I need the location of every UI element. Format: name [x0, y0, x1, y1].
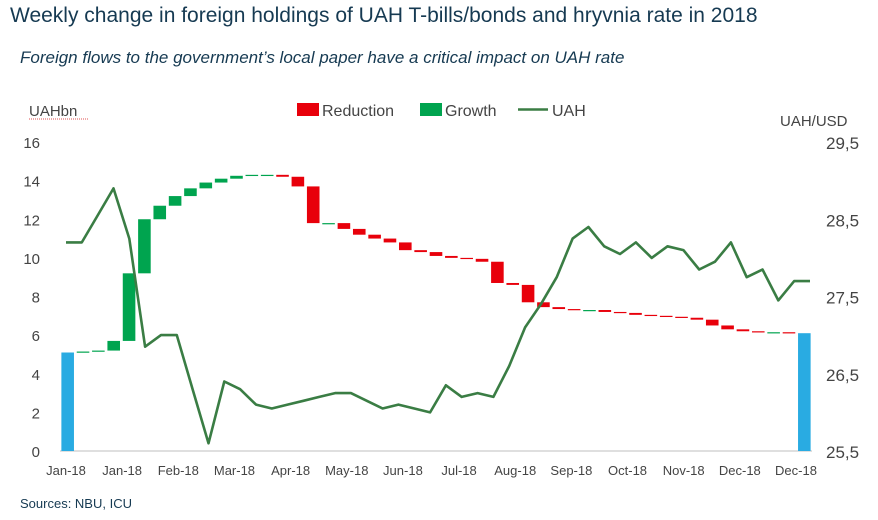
reduction-bar [690, 317, 704, 320]
x-axis: Jan-18 Jan-18 Feb-18 Mar-18 Apr-18 May-18 Jun-… [46, 450, 817, 478]
uah-line-series [66, 187, 810, 445]
legend-swatch-growth [420, 103, 442, 116]
left-tick-label: 14 [23, 174, 40, 191]
growth-bar [122, 273, 136, 341]
reduction-bar [537, 302, 550, 308]
x-tick-label: Aug-18 [494, 463, 536, 478]
legend-swatch-reduction [297, 103, 319, 116]
x-tick-label: Apr-18 [271, 463, 310, 478]
legend-label-uah: UAH [552, 103, 586, 120]
x-tick-label: Feb-18 [158, 463, 199, 478]
right-tick-label: 26,5 [826, 366, 859, 385]
reduction-bar [782, 332, 796, 334]
legend-label-reduction: Reduction [322, 103, 394, 120]
x-tick-label: Jan-18 [102, 463, 142, 478]
reduction-bar [552, 307, 566, 310]
reduction-bar [414, 250, 427, 253]
reduction-bar [383, 238, 397, 243]
left-tick-label: 6 [32, 328, 40, 345]
growth-bar [199, 182, 213, 189]
x-tick-label: Jul-18 [441, 463, 476, 478]
growth-bar [245, 174, 259, 177]
x-tick-label: Jan-18 [46, 463, 86, 478]
reduction-bar [276, 174, 289, 177]
reduction-bar [751, 331, 765, 333]
left-tick-label: 4 [32, 367, 40, 384]
reduction-bar [506, 282, 520, 285]
x-tick-label: Jun-18 [383, 463, 423, 478]
left-axis: 0 2 4 6 8 10 12 14 16 [23, 135, 40, 461]
reduction-bar [629, 312, 642, 315]
growth-bar [107, 340, 121, 351]
x-tick-label: May-18 [325, 463, 368, 478]
reduction-bar [337, 223, 351, 229]
reduction-bar [291, 176, 305, 187]
left-tick-label: 0 [32, 444, 40, 461]
legend: Reduction Growth UAH [297, 103, 586, 120]
growth-bar [230, 175, 243, 179]
growth-bar [153, 205, 167, 220]
x-tick-label: Nov-18 [663, 463, 705, 478]
growth-bar [260, 174, 274, 177]
uah-line [66, 187, 810, 445]
reduction-bar [736, 329, 750, 332]
growth-bar [767, 332, 780, 334]
left-tick-label: 12 [23, 212, 40, 229]
left-tick-label: 8 [32, 290, 40, 307]
waterfall-bars [61, 174, 811, 451]
x-tick-label: Dec-18 [775, 463, 817, 478]
growth-bar [92, 350, 105, 352]
left-tick-label: 16 [23, 135, 40, 152]
reduction-bar [644, 314, 658, 317]
right-tick-label: 29,5 [826, 134, 859, 153]
reduction-bar [429, 252, 443, 256]
left-tick-label: 10 [23, 251, 40, 268]
left-axis-label: UAHbn [29, 103, 77, 120]
right-tick-label: 28,5 [826, 211, 859, 230]
reduction-bar [613, 311, 627, 314]
reduction-bar [567, 309, 581, 311]
reduction-bar [675, 316, 688, 318]
right-axis: 25,5 26,5 27,5 28,5 29,5 [826, 134, 859, 462]
growth-bar [168, 196, 182, 206]
reduction-bar [460, 257, 473, 260]
growth-bar [138, 219, 151, 274]
reduction-bar [368, 234, 381, 239]
growth-bar [214, 178, 228, 183]
x-tick-label: Oct-18 [608, 463, 647, 478]
reduction-bar [705, 319, 719, 326]
reduction-bar [475, 258, 489, 262]
reduction-bar [306, 186, 320, 224]
growth-bar [184, 188, 197, 197]
reduction-bar [521, 284, 535, 303]
reduction-bar [598, 310, 612, 312]
chart-title: Weekly change in foreign holdings of UAH… [10, 4, 758, 27]
growth-bar [583, 310, 596, 312]
reduction-bar [445, 255, 458, 258]
left-tick-label: 2 [32, 405, 40, 422]
right-axis-label: UAH/USD [780, 113, 848, 130]
x-tick-label: Mar-18 [214, 463, 255, 478]
reduction-bar [659, 315, 673, 318]
reduction-bar [352, 228, 366, 235]
reduction-bar [491, 261, 504, 283]
x-tick-label: Dec-18 [719, 463, 761, 478]
reduction-bar [399, 242, 412, 251]
x-tick-label: Sep-18 [550, 463, 592, 478]
total-bar-end [798, 333, 811, 451]
legend-label-growth: Growth [445, 103, 497, 120]
chart-subtitle: Foreign flows to the government’s local … [20, 48, 625, 67]
growth-bar [322, 223, 335, 225]
total-bar-start [61, 352, 74, 451]
right-tick-label: 27,5 [826, 289, 859, 308]
growth-bar [76, 351, 90, 353]
source-note: Sources: NBU, ICU [20, 496, 132, 511]
reduction-bar [721, 325, 734, 330]
right-tick-label: 25,5 [826, 443, 859, 462]
